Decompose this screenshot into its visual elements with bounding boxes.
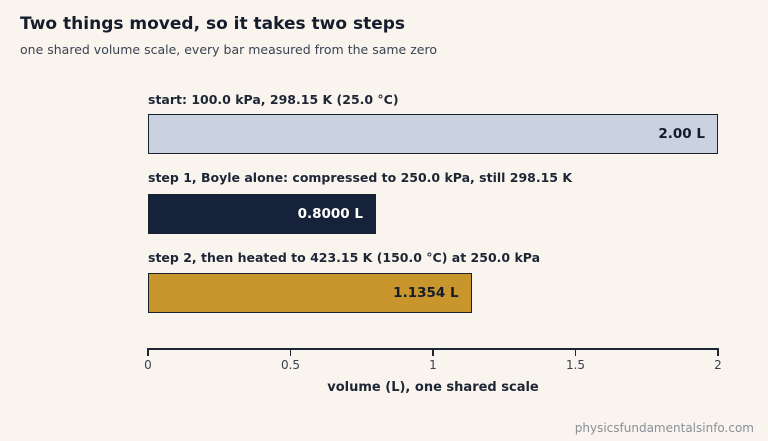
bar-value-label: 0.8000 L: [297, 206, 363, 222]
x-axis-label: volume (L), one shared scale: [327, 380, 539, 395]
x-axis-tick: [574, 348, 577, 356]
chart-subtitle: one shared volume scale, every bar measu…: [20, 42, 437, 57]
x-axis-tick-label: 1.5: [565, 358, 586, 372]
site-footer: physicsfundamentalsinfo.com: [574, 421, 754, 435]
chart-title: Two things moved, so it takes two steps: [20, 14, 406, 34]
x-axis-tick-label: 2: [714, 358, 722, 372]
x-axis-tick: [717, 348, 719, 356]
x-axis-tick: [289, 348, 292, 356]
x-axis-tick: [432, 348, 434, 356]
bar-label: step 2, then heated to 423.15 K (150.0 °…: [148, 250, 541, 265]
bar-value-label: 2.00 L: [658, 126, 705, 142]
x-axis-tick: [147, 348, 149, 356]
bar-label: start: 100.0 kPa, 298.15 K (25.0 °C): [148, 92, 399, 107]
bar: 0.8000 L: [148, 194, 376, 234]
bar: 2.00 L: [148, 114, 718, 154]
bar: 1.1354 L: [148, 273, 472, 313]
bar-value-label: 1.1354 L: [393, 285, 459, 301]
x-axis-tick-label: 0.5: [280, 358, 301, 372]
x-axis-tick-label: 0: [144, 358, 152, 372]
bar-label: step 1, Boyle alone: compressed to 250.0…: [148, 170, 573, 185]
x-axis-tick-label: 1: [429, 358, 437, 372]
